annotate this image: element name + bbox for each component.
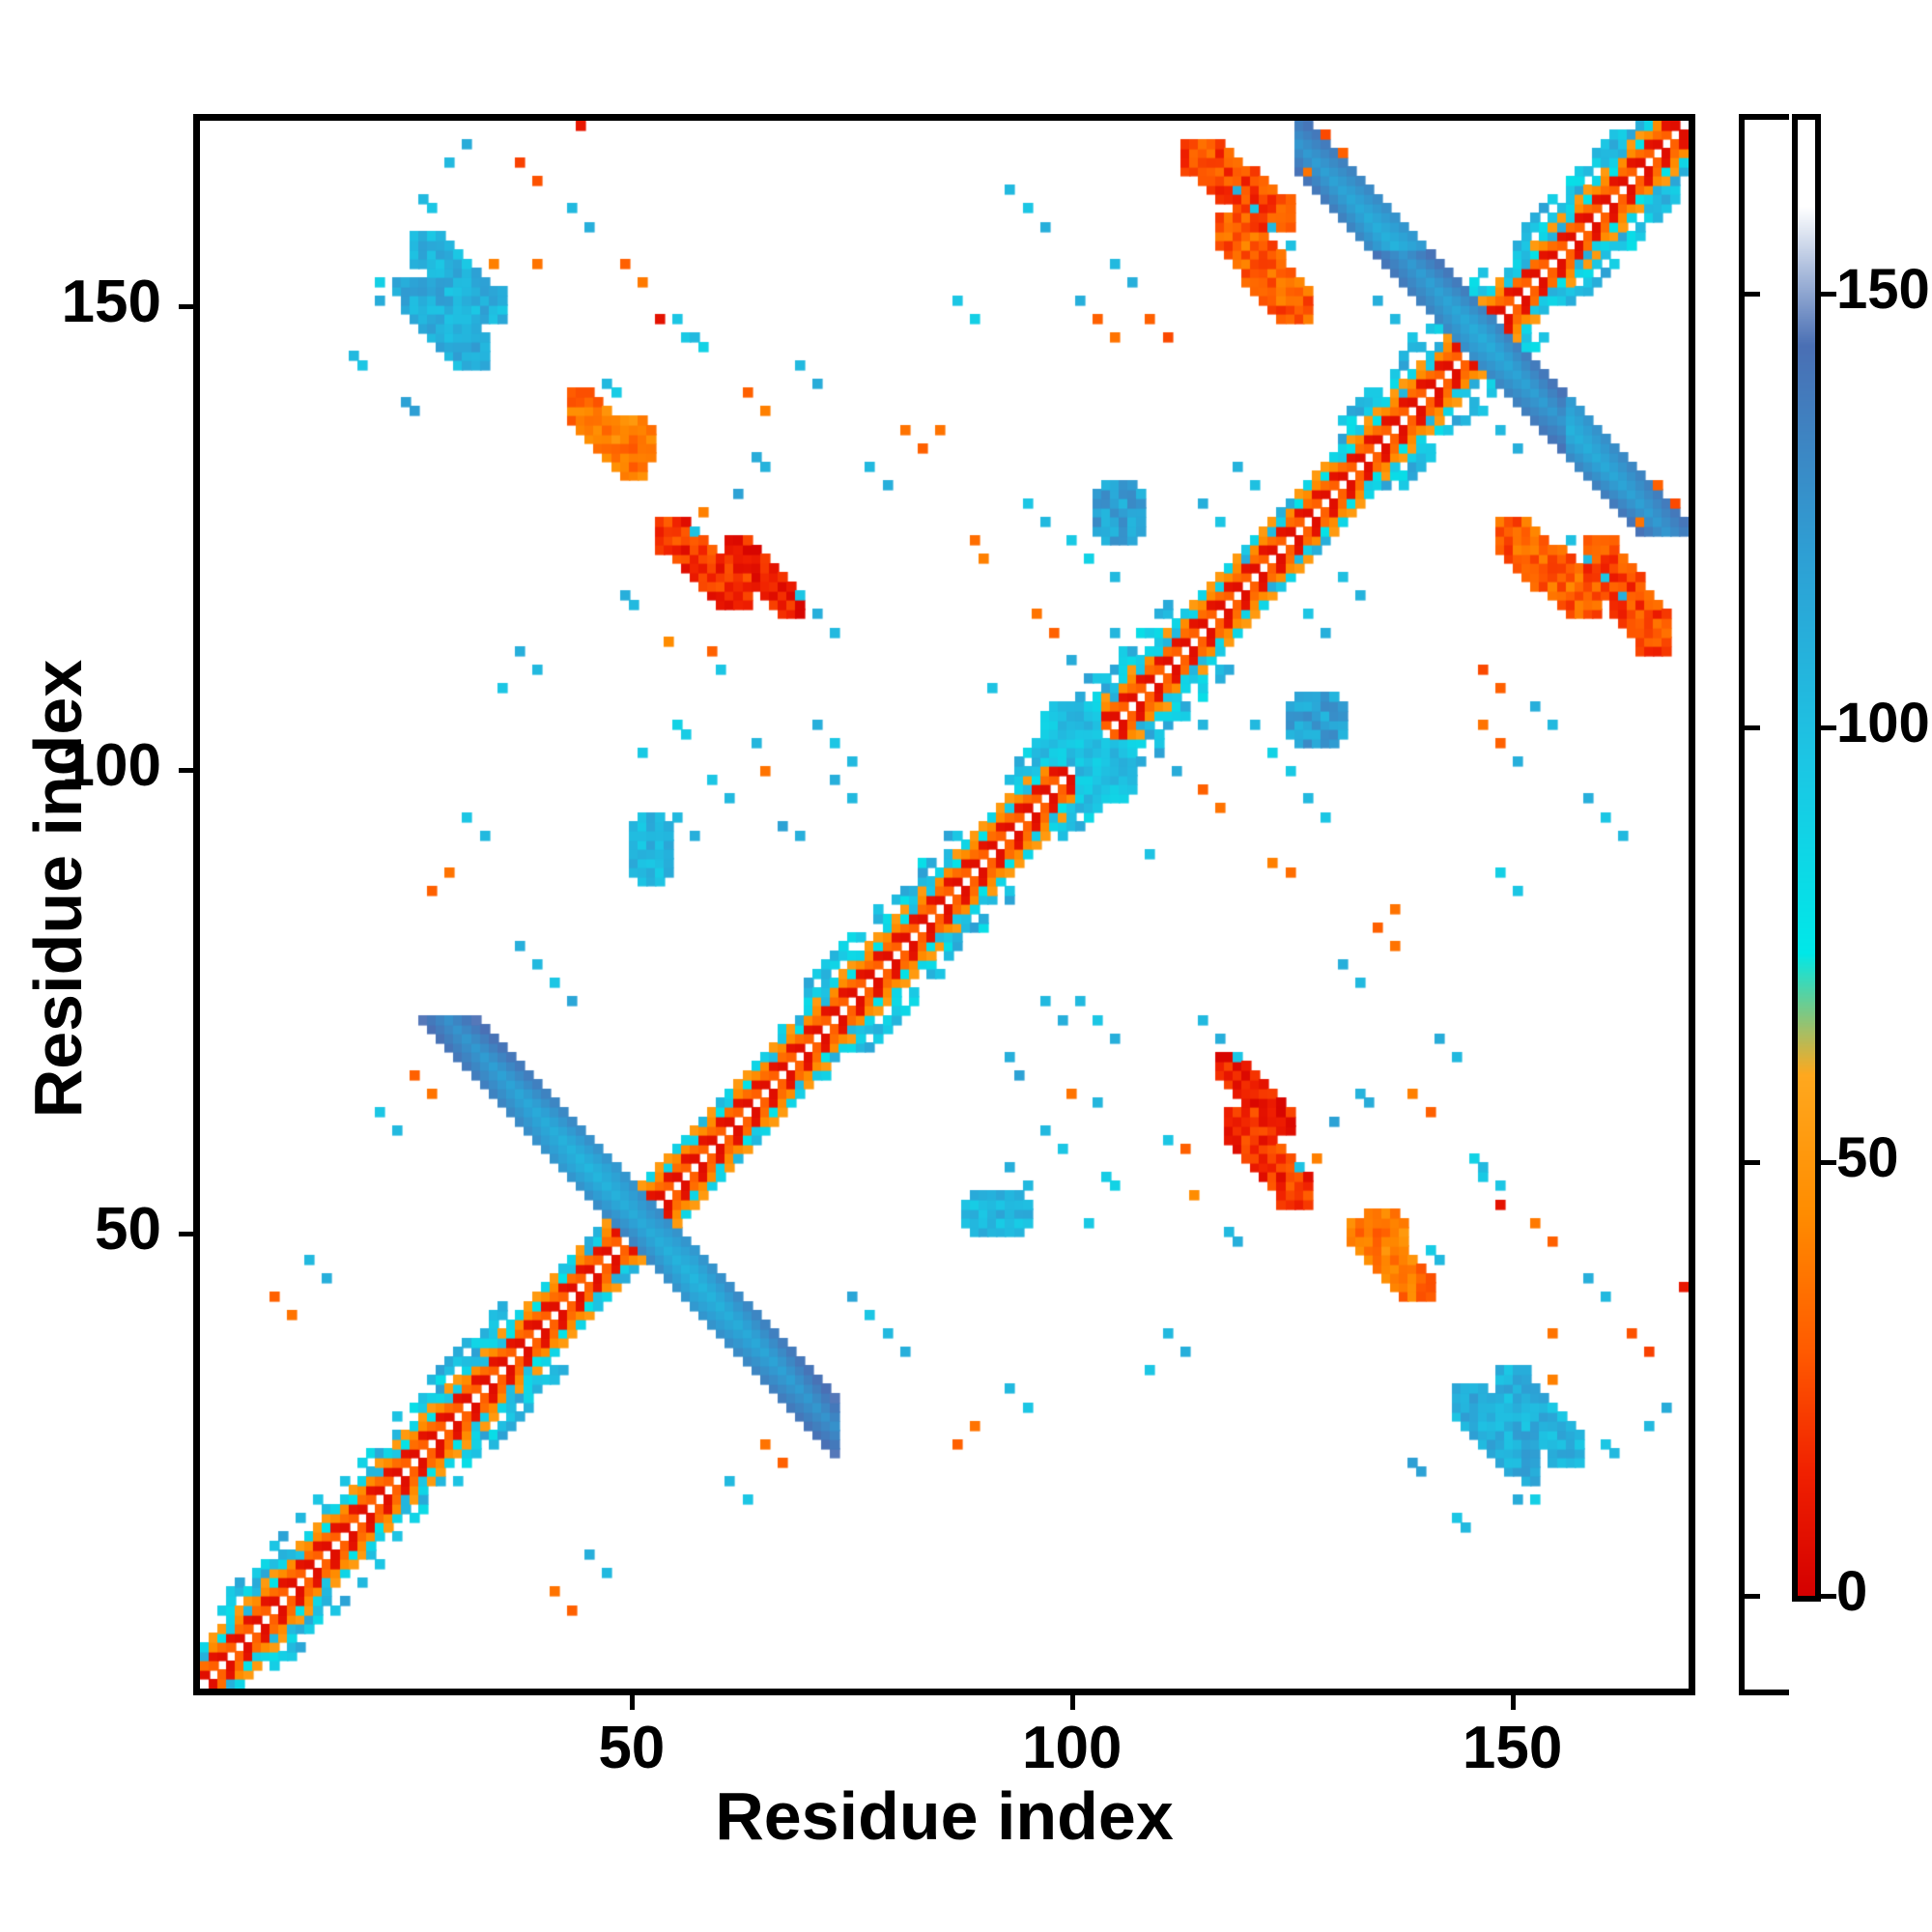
- x-tick-150: [1510, 1689, 1516, 1710]
- x-axis-title: Residue index: [715, 1778, 1174, 1854]
- x-tick-label-150: 150: [1462, 1715, 1563, 1781]
- y-tick-150: [179, 304, 200, 310]
- colorbar-label-50: 50: [1836, 1125, 1899, 1189]
- colorbar[interactable]: [1792, 114, 1821, 1602]
- colorbar-outer-tick-100: [1739, 725, 1760, 731]
- x-tick-100: [1069, 1689, 1075, 1710]
- colorbar-tick-150: [1821, 291, 1836, 297]
- x-tick-50: [629, 1689, 635, 1710]
- colorbar-outer-tick-150: [1739, 291, 1760, 297]
- colorbar-tick-50: [1821, 1159, 1836, 1165]
- colorbar-outer-tick-0: [1739, 1594, 1760, 1599]
- y-tick-100: [179, 768, 200, 774]
- colorbar-label-0: 0: [1836, 1560, 1868, 1623]
- colorbar-gradient: [1798, 120, 1815, 1596]
- colorbar-label-150: 150: [1836, 257, 1930, 321]
- y-tick-label-50: 50: [95, 1196, 161, 1264]
- x-tick-label-50: 50: [598, 1715, 666, 1781]
- colorbar-tick-0: [1821, 1594, 1836, 1599]
- y-axis-title: Residue index: [20, 659, 96, 1119]
- colorbar-outer-frame: [1739, 114, 1789, 1695]
- heatmap-canvas[interactable]: [200, 121, 1689, 1689]
- x-tick-label-100: 100: [1021, 1715, 1122, 1781]
- colorbar-tick-100: [1821, 725, 1836, 731]
- colorbar-label-100: 100: [1836, 692, 1930, 755]
- colorbar-outer-tick-50: [1739, 1159, 1760, 1165]
- plot-area: [179, 114, 1695, 1710]
- y-tick-label-100: 100: [61, 732, 161, 800]
- y-tick-50: [179, 1232, 200, 1237]
- y-tick-label-150: 150: [61, 269, 161, 336]
